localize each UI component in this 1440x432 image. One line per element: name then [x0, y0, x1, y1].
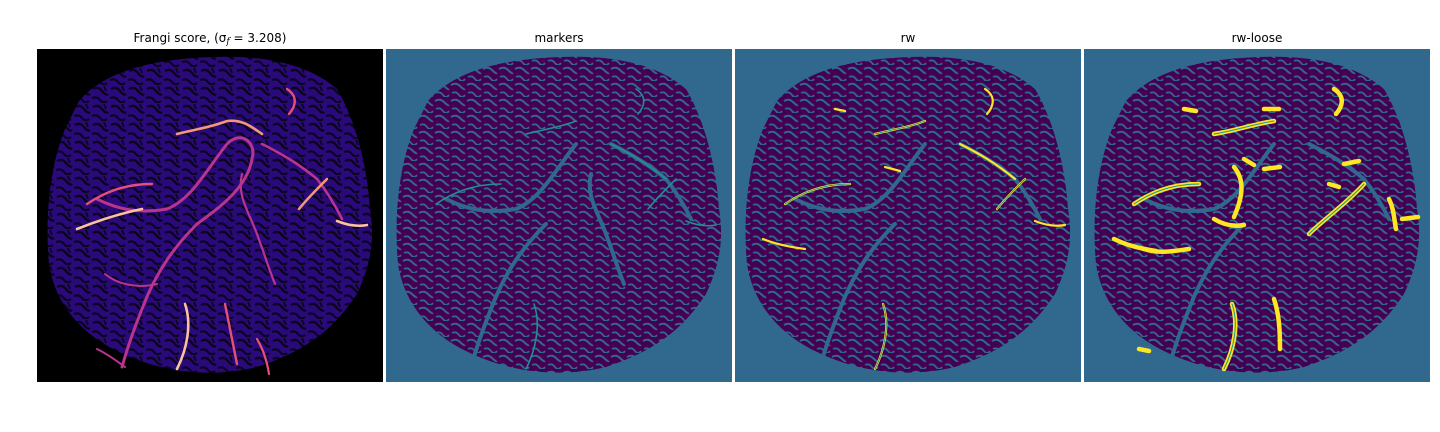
vessel-channels	[1142, 142, 1391, 369]
rw-canvas	[735, 49, 1081, 382]
rw-loose-image	[1084, 49, 1430, 382]
frangi-score-canvas	[37, 49, 383, 382]
rw-image	[735, 49, 1081, 382]
markers-canvas	[386, 49, 732, 382]
markers-title: markers	[534, 31, 584, 45]
markers-image	[386, 49, 732, 382]
frangi-score-title: Frangi score, (σf = 3.208)	[133, 31, 287, 47]
tissue-region	[745, 56, 1071, 373]
rw-title: rw	[900, 31, 916, 45]
tissue-region	[396, 56, 722, 373]
frangi-score-image	[37, 49, 383, 382]
marker-lines	[1133, 120, 1365, 370]
rw-loose-canvas	[1084, 49, 1430, 382]
rw-loose-title: rw-loose	[1231, 31, 1283, 45]
vessel-overlay	[75, 87, 369, 376]
marker-overlay	[435, 88, 717, 370]
tissue-region	[1094, 56, 1420, 373]
marker-lines	[784, 120, 1026, 370]
